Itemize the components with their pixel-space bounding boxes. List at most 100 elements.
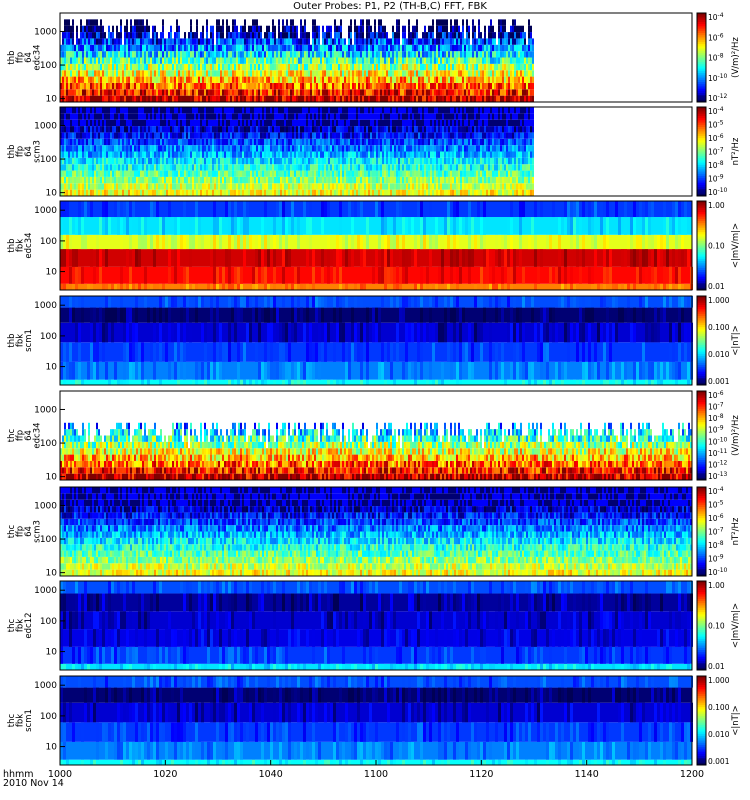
- fft-cell: [400, 89, 402, 96]
- fft-cell: [364, 176, 366, 184]
- fft-cell: [336, 89, 338, 96]
- fft-cell: [352, 132, 354, 139]
- fft-cell: [282, 70, 284, 77]
- fft-cell: [506, 38, 508, 45]
- fft-cell: [296, 89, 298, 96]
- fft-cell: [524, 32, 526, 39]
- fft-cell: [488, 82, 490, 90]
- fft-cell: [116, 151, 118, 158]
- fft-cell: [344, 151, 346, 158]
- fft-cell: [192, 70, 194, 77]
- fft-cell: [268, 183, 270, 190]
- fft-cell: [278, 107, 280, 114]
- fft-cell: [112, 126, 114, 133]
- fft-cell: [354, 126, 356, 133]
- fft-cell: [262, 170, 264, 177]
- fft-cell: [322, 63, 324, 71]
- fft-cell: [452, 51, 454, 58]
- fft-cell: [368, 95, 370, 102]
- fft-cell: [316, 25, 318, 33]
- fft-cell: [150, 76, 152, 83]
- fft-cell: [258, 183, 260, 190]
- fft-cell: [508, 76, 510, 83]
- fft-cell: [258, 138, 260, 146]
- fft-cell: [382, 63, 384, 71]
- fft-cell: [456, 89, 458, 96]
- fft-cell: [68, 183, 70, 190]
- fft-cell: [124, 157, 126, 165]
- fft-cell: [356, 157, 358, 165]
- fft-cell: [382, 25, 384, 33]
- fft-cell: [360, 76, 362, 83]
- fft-cell: [224, 82, 226, 90]
- fft-cell: [114, 95, 116, 102]
- fft-cell: [246, 82, 248, 90]
- fft-cell: [230, 38, 232, 45]
- fft-cell: [144, 164, 146, 171]
- fft-cell: [176, 57, 178, 64]
- fft-cell: [436, 95, 438, 102]
- fft-cell: [194, 145, 196, 152]
- fft-cell: [80, 95, 82, 102]
- fft-cell: [344, 76, 346, 83]
- fft-cell: [292, 157, 294, 165]
- fft-cell: [224, 132, 226, 139]
- fft-cell: [226, 126, 228, 133]
- fft-cell: [318, 151, 320, 158]
- fft-cell: [168, 57, 170, 64]
- fft-cell: [198, 82, 200, 90]
- fft-cell: [300, 132, 302, 139]
- fft-cell: [82, 107, 84, 114]
- fft-cell: [354, 38, 356, 45]
- fft-cell: [280, 44, 282, 52]
- fft-cell: [60, 138, 62, 146]
- fft-cell: [84, 95, 86, 102]
- fft-cell: [128, 164, 130, 171]
- fft-cell: [104, 38, 106, 45]
- fft-cell: [344, 164, 346, 171]
- fft-cell: [144, 51, 146, 58]
- fft-cell: [224, 113, 226, 120]
- fft-cell: [276, 164, 278, 171]
- fft-cell: [170, 32, 172, 39]
- fft-cell: [182, 89, 184, 96]
- fft-cell: [414, 76, 416, 83]
- fft-cell: [410, 82, 412, 90]
- fft-cell: [164, 138, 166, 146]
- fft-cell: [202, 170, 204, 177]
- fft-cell: [522, 38, 524, 45]
- fft-cell: [394, 82, 396, 90]
- fft-cell: [160, 164, 162, 171]
- fft-cell: [356, 132, 358, 139]
- fft-cell: [258, 82, 260, 90]
- fft-cell: [460, 63, 462, 71]
- fft-cell: [188, 138, 190, 146]
- fft-cell: [162, 44, 164, 52]
- fft-cell: [192, 107, 194, 114]
- fft-cell: [62, 113, 64, 120]
- fft-cell: [218, 51, 220, 58]
- fft-cell: [180, 76, 182, 83]
- fft-cell: [188, 119, 190, 127]
- fft-cell: [344, 183, 346, 190]
- fft-cell: [300, 151, 302, 158]
- fft-cell: [308, 183, 310, 190]
- fft-cell: [254, 164, 256, 171]
- fft-cell: [204, 51, 206, 58]
- fft-cell: [224, 63, 226, 71]
- fft-cell: [196, 76, 198, 83]
- fft-cell: [78, 63, 80, 71]
- fft-cell: [252, 19, 254, 26]
- fft-cell: [68, 57, 70, 64]
- fft-cell: [96, 145, 98, 152]
- fft-cell: [292, 145, 294, 152]
- fft-cell: [292, 113, 294, 120]
- fft-cell: [78, 95, 80, 102]
- fft-cell: [452, 25, 454, 33]
- fft-cell: [272, 44, 274, 52]
- fft-cell: [210, 63, 212, 71]
- fft-cell: [308, 70, 310, 77]
- fft-cell: [172, 57, 174, 64]
- fft-cell: [70, 176, 72, 184]
- fft-cell: [518, 70, 520, 77]
